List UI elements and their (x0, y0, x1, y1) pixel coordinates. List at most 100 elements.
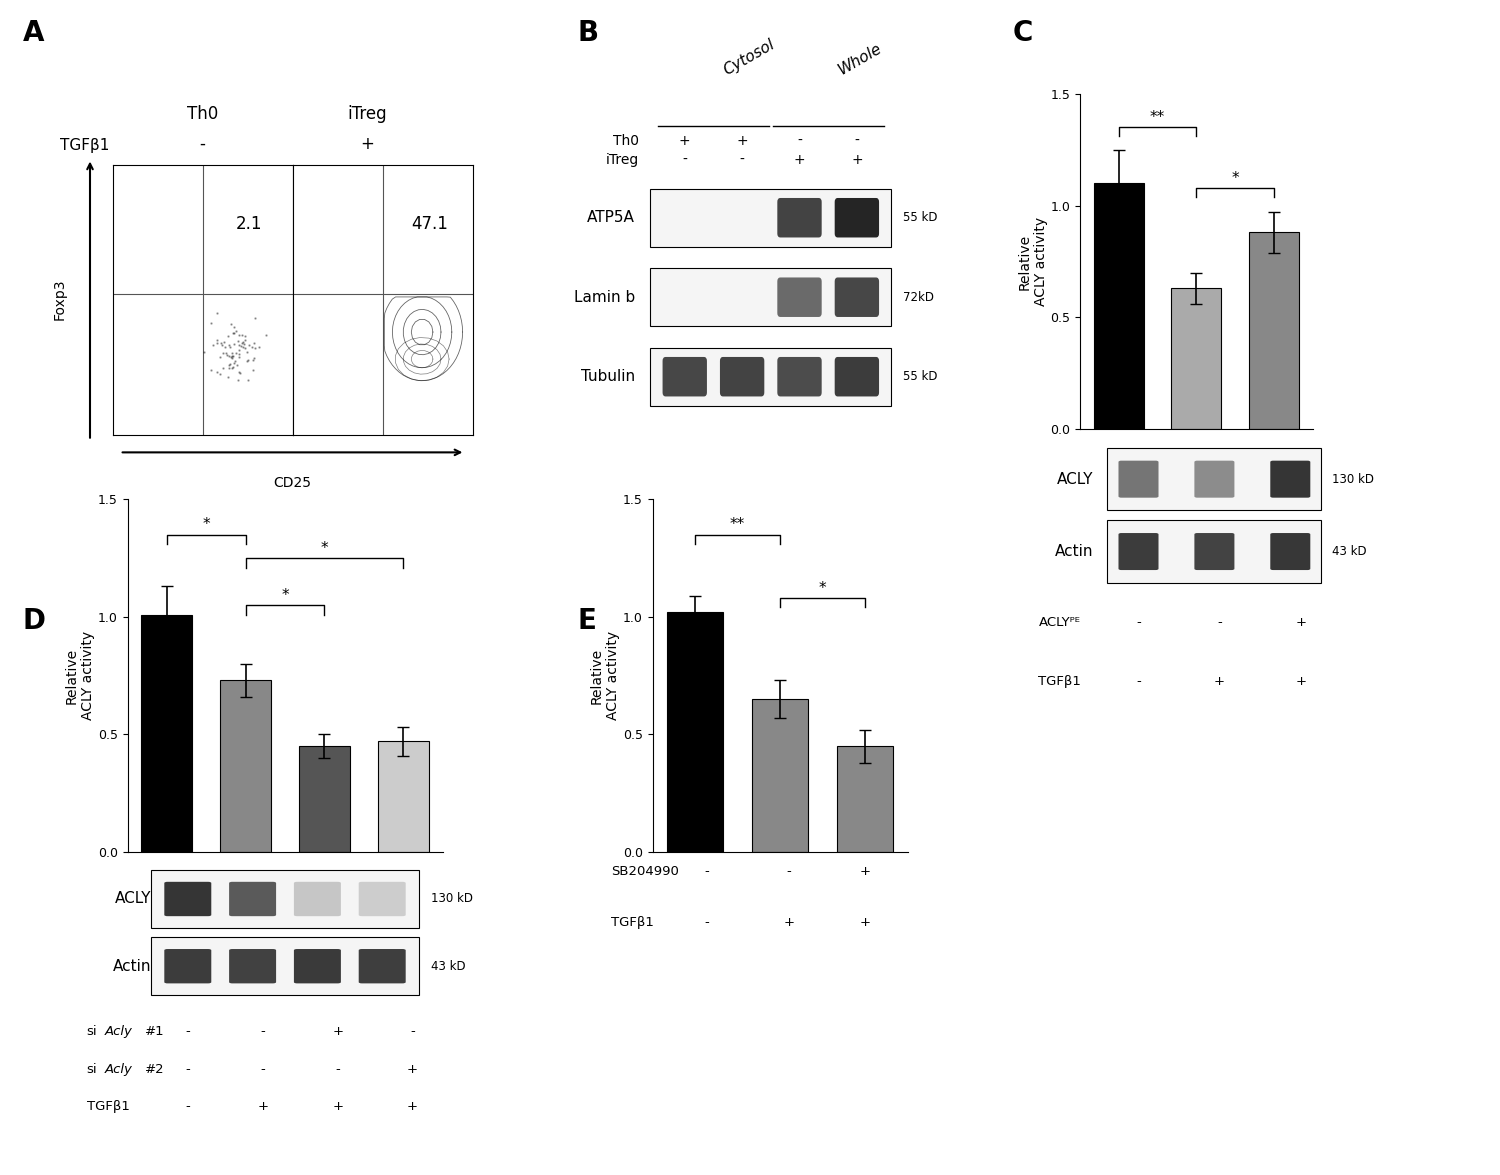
Text: CD25: CD25 (273, 476, 312, 490)
Text: Lamin b: Lamin b (574, 290, 634, 304)
FancyBboxPatch shape (1270, 533, 1311, 570)
Bar (1107, 448, 1322, 510)
Text: Th0: Th0 (614, 134, 639, 148)
FancyBboxPatch shape (1194, 533, 1234, 570)
Text: 43 kD: 43 kD (1332, 545, 1366, 558)
Text: -: - (704, 915, 710, 929)
FancyBboxPatch shape (834, 197, 879, 237)
Text: Th0: Th0 (188, 106, 218, 123)
FancyBboxPatch shape (230, 949, 276, 983)
Text: E: E (578, 606, 597, 635)
FancyBboxPatch shape (358, 949, 405, 983)
Text: ACLY: ACLY (116, 892, 152, 906)
Text: TGFβ1: TGFβ1 (87, 1100, 129, 1114)
Text: -: - (740, 153, 744, 167)
FancyBboxPatch shape (777, 357, 822, 396)
Text: 55 kD: 55 kD (903, 370, 938, 383)
Text: 130 kD: 130 kD (430, 893, 472, 906)
FancyBboxPatch shape (1194, 461, 1234, 498)
Text: -: - (186, 1025, 190, 1039)
Text: -: - (261, 1025, 266, 1039)
Text: +: + (332, 1100, 344, 1114)
FancyBboxPatch shape (358, 881, 405, 916)
FancyBboxPatch shape (663, 357, 706, 396)
Text: Acly: Acly (105, 1025, 132, 1039)
Bar (668, 612, 723, 852)
Text: B: B (578, 19, 598, 47)
Text: SB204990: SB204990 (610, 865, 678, 878)
Text: D: D (22, 606, 45, 635)
Text: #2: #2 (146, 1062, 165, 1076)
Bar (152, 938, 419, 995)
Text: +: + (406, 1062, 418, 1076)
Bar (378, 741, 429, 852)
Text: +: + (859, 915, 870, 929)
FancyBboxPatch shape (1119, 533, 1158, 570)
Text: -: - (186, 1062, 190, 1076)
Text: -: - (1136, 676, 1142, 689)
Bar (1248, 233, 1299, 429)
Text: +: + (794, 153, 806, 167)
Text: iTreg: iTreg (348, 106, 387, 123)
Text: 43 kD: 43 kD (430, 960, 465, 973)
Text: +: + (680, 134, 690, 148)
Text: -: - (200, 135, 206, 153)
Text: -: - (682, 153, 687, 167)
Bar (298, 746, 350, 852)
Text: TGFβ1: TGFβ1 (1038, 676, 1082, 689)
Y-axis label: Relative
ACLY activity: Relative ACLY activity (590, 631, 620, 720)
Text: 55 kD: 55 kD (903, 212, 938, 224)
Text: **: ** (1150, 110, 1166, 126)
Y-axis label: Relative
ACLY activity: Relative ACLY activity (64, 631, 94, 720)
Bar (1172, 288, 1221, 429)
Text: -: - (855, 134, 859, 148)
Text: Acly: Acly (105, 1062, 132, 1076)
Bar (141, 615, 192, 852)
Text: -: - (796, 134, 802, 148)
Text: *: * (1232, 170, 1239, 186)
Text: 47.1: 47.1 (411, 215, 447, 233)
Text: 72kD: 72kD (903, 290, 934, 303)
Text: ACLY: ACLY (1058, 471, 1094, 486)
Bar (651, 189, 891, 247)
Text: Foxp3: Foxp3 (53, 278, 68, 321)
Text: +: + (736, 134, 748, 148)
Text: -: - (1216, 616, 1222, 629)
Text: +: + (1214, 676, 1225, 689)
Bar (753, 699, 807, 852)
Bar (651, 348, 891, 405)
Text: -: - (410, 1025, 416, 1039)
Text: Actin: Actin (112, 959, 152, 974)
Text: si: si (87, 1025, 98, 1039)
FancyBboxPatch shape (777, 277, 822, 317)
Text: C: C (1013, 19, 1034, 47)
FancyBboxPatch shape (165, 881, 211, 916)
Text: +: + (783, 915, 795, 929)
Text: +: + (360, 135, 375, 153)
Text: 130 kD: 130 kD (1332, 472, 1374, 485)
Text: A: A (22, 19, 44, 47)
Text: TGFβ1: TGFβ1 (610, 915, 654, 929)
Text: +: + (859, 865, 870, 878)
Text: Cytosol: Cytosol (722, 36, 777, 78)
Text: -: - (261, 1062, 266, 1076)
Bar (1094, 183, 1144, 429)
Text: *: * (819, 580, 827, 596)
FancyBboxPatch shape (777, 197, 822, 237)
Text: +: + (1294, 676, 1306, 689)
Text: *: * (280, 588, 290, 603)
Text: *: * (321, 540, 328, 556)
Text: *: * (202, 517, 210, 532)
Text: -: - (704, 865, 710, 878)
FancyBboxPatch shape (165, 949, 211, 983)
FancyBboxPatch shape (1119, 461, 1158, 498)
FancyBboxPatch shape (720, 357, 765, 396)
Text: +: + (406, 1100, 418, 1114)
Text: Actin: Actin (1054, 544, 1094, 559)
Text: +: + (332, 1025, 344, 1039)
FancyBboxPatch shape (834, 277, 879, 317)
Text: #1: #1 (146, 1025, 165, 1039)
Text: -: - (1136, 616, 1142, 629)
Bar (837, 746, 892, 852)
Text: Tubulin: Tubulin (580, 369, 634, 384)
